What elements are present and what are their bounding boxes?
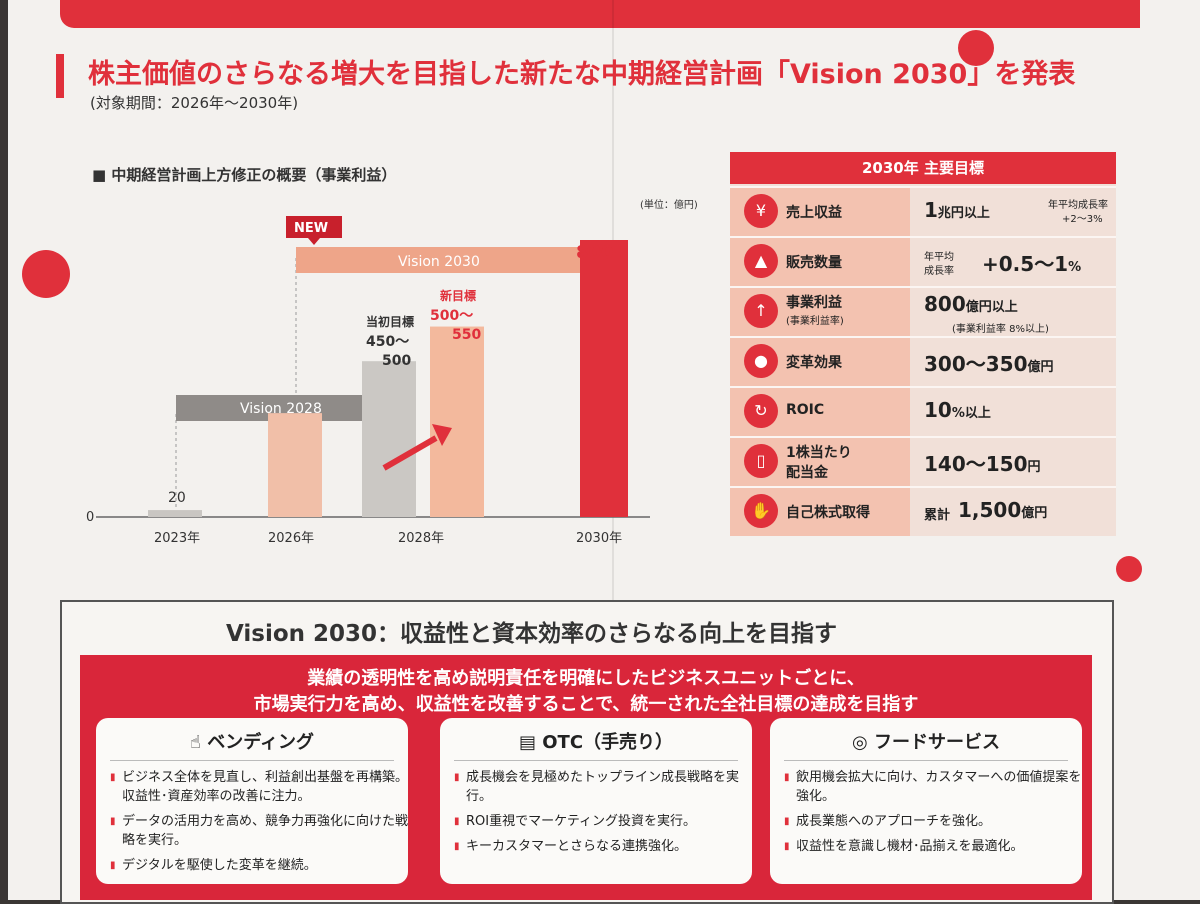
new-target-range2: 550 [452, 327, 481, 343]
target-value: +0.5～1% [982, 252, 1082, 276]
value-label-2023: 20 [168, 490, 186, 506]
chart-bars [148, 240, 628, 517]
vision-title: Vision 2030：収益性と資本効率のさらなる向上を目指す [226, 621, 838, 647]
hand-coins-icon: ✋ [744, 494, 778, 528]
list-item: ROI重視でマーケティング投資を実行。 [454, 812, 752, 831]
coins-icon: ¥ [744, 194, 778, 228]
vision-lead-2: 市場実行力を高め、収益性を改善することで、統一された全社目標の達成を目指す [253, 694, 919, 715]
person-growth-icon: ↑ [744, 294, 778, 328]
category-label: 2023年 [154, 531, 200, 546]
list-item: 成長業態へのアプローチを強化。 [784, 812, 1082, 831]
category-label: 2026年 [268, 531, 314, 546]
target-value: 300～350億円 [924, 352, 1054, 376]
list-item: デジタルを駆使した変革を継続。 [110, 856, 408, 875]
target-value: 1,500億円 [958, 498, 1048, 522]
target-note: (事業利益率 8%以上) [952, 324, 1049, 335]
card-title: ☝ ベンディング [190, 732, 314, 753]
target-value: 140～150円 [924, 452, 1041, 476]
vision2028-banner: Vision 2028 [176, 395, 394, 421]
target-value: 10%以上 [924, 398, 991, 422]
targets-panel: 2030年 主要目標 ¥ 売上収益 1兆円以上 年平均成長率 +2～3% ▲ 販売数… [730, 152, 1116, 536]
target-label: 販売数量 [786, 255, 842, 271]
decor-dot [22, 250, 70, 298]
list-item: ビジネス全体を見直し、利益創出基盤を再構築。収益性･資産効率の改善に注力。 [110, 768, 408, 806]
target-row-profit: ↑ 事業利益 (事業利益率) 800億円以上 (事業利益率 8%以上) [730, 286, 1116, 336]
target-prefix: 年平均 [924, 252, 954, 263]
initial-target-range: 450～ [366, 334, 409, 350]
phone-yen-icon: ▯ [744, 444, 778, 478]
target-value: 1兆円以上 [924, 198, 990, 222]
vision-lead-1: 業績の透明性を高め説明責任を明確にしたビジネスユニットごとに、 [307, 668, 865, 689]
target-row-dividend: ▯ 1株当たり 配当金 140～150円 [730, 436, 1116, 486]
target-label: 事業利益 (事業利益率) [786, 295, 844, 327]
top-red-band [60, 0, 1140, 28]
target-label: ROIC [786, 402, 825, 418]
chart-unit: (単位：億円) [640, 200, 698, 211]
card-otc: ▤ OTC（手売り） 成長機会を見極めたトップライン成長戦略を実行。 ROI重視… [440, 718, 752, 884]
list-item: 飲用機会拡大に向け、カスタマーへの価値提案を強化。 [784, 768, 1082, 806]
bar-2 [362, 361, 416, 517]
decor-dot [958, 30, 994, 66]
hand-icon: ☝ [190, 732, 201, 753]
category-label: 2028年 [398, 531, 444, 546]
target-value: 800億円以上 [924, 292, 1018, 316]
value-label-2030: 800+ [576, 242, 629, 263]
new-target-label: 新目標 [440, 288, 476, 303]
bar-0 [148, 510, 202, 517]
target-prefix: 成長率 [924, 266, 954, 277]
vision2028-label: Vision 2028 [240, 401, 322, 417]
plate-icon: ◎ [852, 732, 868, 753]
target-note: +2～3% [1062, 214, 1103, 225]
target-label: 売上収益 [786, 205, 842, 221]
decor-dot [1116, 556, 1142, 582]
chart-heading: ■ 中期経営計画上方修正の概要（事業利益） [92, 166, 397, 184]
zero-label: 0 [86, 510, 94, 525]
bar-3 [430, 326, 484, 517]
category-label: 2030年 [576, 531, 622, 546]
list-item: キーカスタマーとさらなる連携強化。 [454, 837, 752, 856]
card-title: ◎ フードサービス [852, 732, 1000, 753]
page-subtitle: (対象期間：2026年～2030年) [90, 94, 299, 112]
initial-target-range2: 500 [382, 353, 411, 369]
target-label: 1株当たり 配当金 [786, 445, 852, 481]
new-tag-label: NEW [294, 221, 328, 236]
title-accent-bar [56, 54, 64, 98]
vision2030-banner: Vision 2030 [296, 247, 594, 273]
vision2030-label: Vision 2030 [398, 254, 480, 270]
yen-cycle-icon: ↻ [744, 394, 778, 428]
target-note: 年平均成長率 [1048, 200, 1108, 211]
target-row-buyback: ✋ 自己株式取得 累計 1,500億円 [730, 486, 1116, 536]
card-foodservice: ◎ フードサービス 飲用機会拡大に向け、カスタマーへの価値提案を強化。 成長業態… [770, 718, 1082, 884]
target-label: 変革効果 [786, 355, 842, 371]
piggy-bank-icon: ● [744, 344, 778, 378]
target-row-transformation: ● 変革効果 300～350億円 [730, 336, 1116, 386]
list-item: 成長機会を見極めたトップライン成長戦略を実行。 [454, 768, 752, 806]
page-title: 株主価値のさらなる増大を目指した新たな中期経営計画「Vision 2030」を発… [88, 59, 1076, 90]
target-row-revenue: ¥ 売上収益 1兆円以上 年平均成長率 +2～3% [730, 186, 1116, 236]
targets-heading: 2030年 主要目標 [730, 152, 1116, 184]
profit-chart: 0 Vision 2028 Vision 2030 NEW 20 当初目標 45… [86, 216, 650, 546]
list-item: データの活用力を高め、競争力再強化に向けた戦略を実行。 [110, 812, 408, 850]
target-row-volume: ▲ 販売数量 年平均 成長率 +0.5～1% [730, 236, 1116, 286]
list-item: 収益性を意識し機材･品揃えを最適化。 [784, 837, 1082, 856]
card-title: ▤ OTC（手売り） [518, 732, 674, 753]
new-tag: NEW [286, 216, 342, 245]
target-label: 自己株式取得 [786, 505, 870, 521]
target-prefix: 累計 [924, 508, 951, 523]
register-icon: ▤ [518, 732, 536, 753]
growth-arrow [382, 424, 452, 471]
growth-chart-icon: ▲ [744, 244, 778, 278]
bar-4 [580, 240, 628, 517]
bar-1 [268, 413, 322, 517]
target-row-roic: ↻ ROIC 10%以上 [730, 386, 1116, 436]
card-vending: ☝ ベンディング ビジネス全体を見直し、利益創出基盤を再構築。収益性･資産効率の… [96, 718, 408, 884]
new-target-range: 500～ [430, 308, 473, 324]
initial-target-label: 当初目標 [366, 314, 414, 329]
